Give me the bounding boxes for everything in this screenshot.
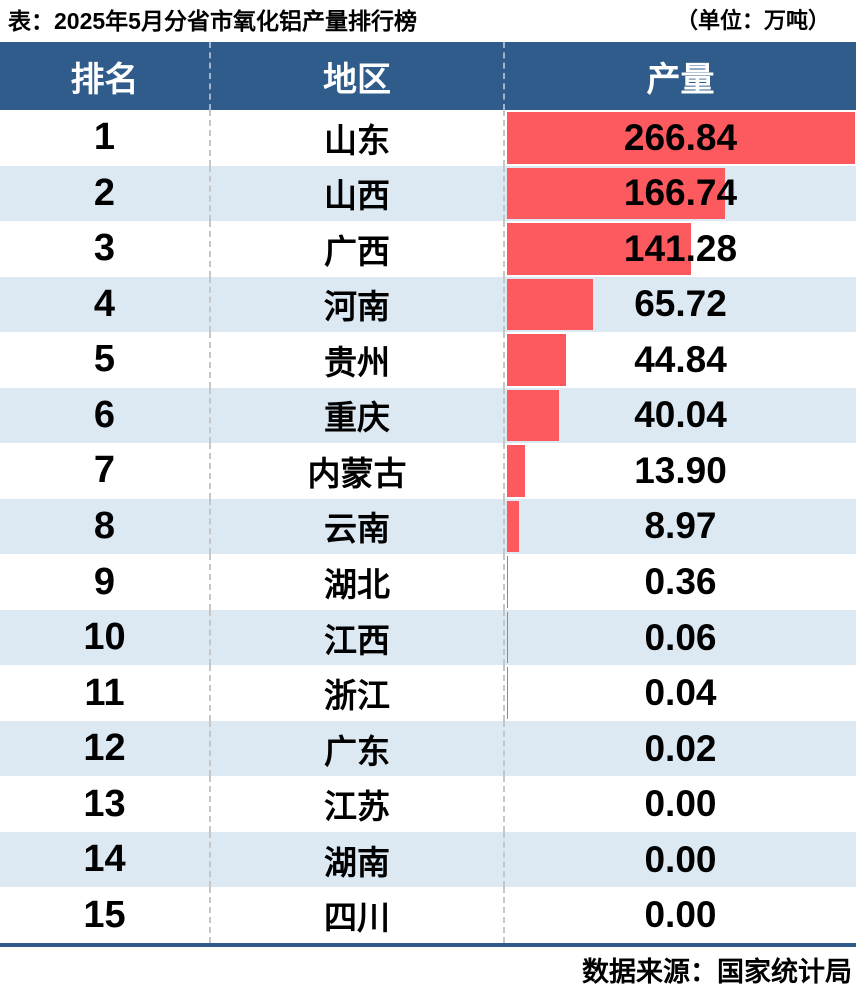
region-cell: 内蒙古 <box>211 443 505 499</box>
value-cell: 0.00 <box>505 776 856 832</box>
value-label: 44.84 <box>634 338 727 380</box>
footer: 数据来源：国家统计局 <box>0 943 856 995</box>
value-bar <box>507 556 508 608</box>
value-label: 0.02 <box>644 727 717 769</box>
table-row: 5 贵州 44.84 <box>0 332 856 388</box>
rank-cell: 8 <box>0 498 211 555</box>
value-cell: 44.84 <box>505 332 856 388</box>
value-bar <box>507 500 519 553</box>
region-cell: 江苏 <box>211 776 505 832</box>
value-label: 0.36 <box>644 561 717 603</box>
value-label: 166.74 <box>623 172 738 214</box>
rank-cell: 14 <box>0 831 211 888</box>
rank-cell: 6 <box>0 387 211 444</box>
table-row: 4 河南 65.72 <box>0 276 856 333</box>
region-cell: 浙江 <box>211 665 505 721</box>
table-row: 6 重庆 40.04 <box>0 387 856 444</box>
value-label: 0.04 <box>644 672 717 714</box>
value-cell: 0.06 <box>505 610 856 666</box>
header-output: 产量 <box>646 60 715 99</box>
value-label: 8.97 <box>644 505 717 547</box>
region-cell: 广西 <box>211 221 505 277</box>
value-cell: 65.72 <box>505 277 856 333</box>
table-row: 12 广东 0.02 <box>0 720 856 777</box>
value-bar <box>507 167 725 220</box>
value-cell: 166.74 <box>505 166 856 222</box>
value-label: 266.84 <box>623 116 738 158</box>
region-cell: 四川 <box>211 887 505 943</box>
region-cell: 山西 <box>211 165 505 222</box>
region-cell: 贵州 <box>211 332 505 388</box>
value-label: 0.00 <box>644 894 717 936</box>
header-rank: 排名 <box>0 42 211 110</box>
region-cell: 山东 <box>211 110 505 166</box>
table-row: 9 湖北 0.36 <box>0 554 856 610</box>
table-row: 8 云南 8.97 <box>0 498 856 555</box>
rank-cell: 3 <box>0 221 211 277</box>
value-cell: 266.84 <box>505 110 856 166</box>
table-row: 13 江苏 0.00 <box>0 776 856 832</box>
value-label: 0.00 <box>644 838 717 880</box>
header-region: 地区 <box>211 42 505 110</box>
table-row: 11 浙江 0.04 <box>0 665 856 721</box>
rank-cell: 13 <box>0 776 211 832</box>
rank-cell: 12 <box>0 720 211 777</box>
table-row: 15 四川 0.00 <box>0 887 856 943</box>
value-cell: 0.00 <box>505 832 856 888</box>
value-bar <box>507 445 526 497</box>
rank-cell: 15 <box>0 887 211 943</box>
rank-cell: 4 <box>0 276 211 333</box>
table-row: 2 山西 166.74 <box>0 165 856 222</box>
data-source-label: 数据来源：国家统计局 <box>582 956 852 987</box>
value-cell: 0.04 <box>505 665 856 721</box>
table-row: 7 内蒙古 13.90 <box>0 443 856 499</box>
value-label: 0.00 <box>644 783 717 825</box>
region-cell: 重庆 <box>211 387 505 444</box>
value-bar <box>507 278 593 331</box>
rank-cell: 9 <box>0 554 211 610</box>
value-cell: 40.04 <box>505 388 856 444</box>
region-cell: 湖北 <box>211 554 505 610</box>
rank-cell: 7 <box>0 443 211 499</box>
value-cell: 13.90 <box>505 443 856 499</box>
region-cell: 河南 <box>211 276 505 333</box>
region-cell: 江西 <box>211 609 505 666</box>
table-row: 3 广西 141.28 <box>0 221 856 277</box>
title-bar: 表：2025年5月分省市氧化铝产量排行榜 （单位：万吨） <box>0 0 856 42</box>
value-bar <box>507 223 692 275</box>
region-cell: 湖南 <box>211 831 505 888</box>
value-cell: 0.36 <box>505 554 856 610</box>
table-row: 1 山东 266.84 <box>0 110 856 166</box>
rank-cell: 10 <box>0 609 211 666</box>
rank-cell: 11 <box>0 665 211 721</box>
value-cell: 141.28 <box>505 221 856 277</box>
value-cell: 0.02 <box>505 721 856 777</box>
value-label: 65.72 <box>634 283 727 325</box>
unit-label: （单位：万吨） <box>675 8 830 33</box>
table-body: 1 山东 266.84 2 山西 166.74 3 广西 141.28 4 河南… <box>0 110 856 943</box>
value-label: 13.90 <box>634 449 727 491</box>
value-label: 141.28 <box>623 227 738 269</box>
region-cell: 广东 <box>211 720 505 777</box>
page-title: 表：2025年5月分省市氧化铝产量排行榜 <box>8 7 417 34</box>
value-label: 0.06 <box>644 616 717 658</box>
value-bar <box>507 389 560 442</box>
region-cell: 云南 <box>211 498 505 555</box>
value-bar <box>507 112 855 164</box>
value-label: 40.04 <box>634 394 727 436</box>
rank-cell: 2 <box>0 165 211 222</box>
value-bar <box>507 334 566 386</box>
table-row: 14 湖南 0.00 <box>0 831 856 888</box>
rank-cell: 5 <box>0 332 211 388</box>
rank-cell: 1 <box>0 110 211 166</box>
table-row: 10 江西 0.06 <box>0 609 856 666</box>
table-header: 排名 地区 产量 <box>0 42 856 110</box>
value-cell: 8.97 <box>505 499 856 555</box>
value-cell: 0.00 <box>505 887 856 943</box>
